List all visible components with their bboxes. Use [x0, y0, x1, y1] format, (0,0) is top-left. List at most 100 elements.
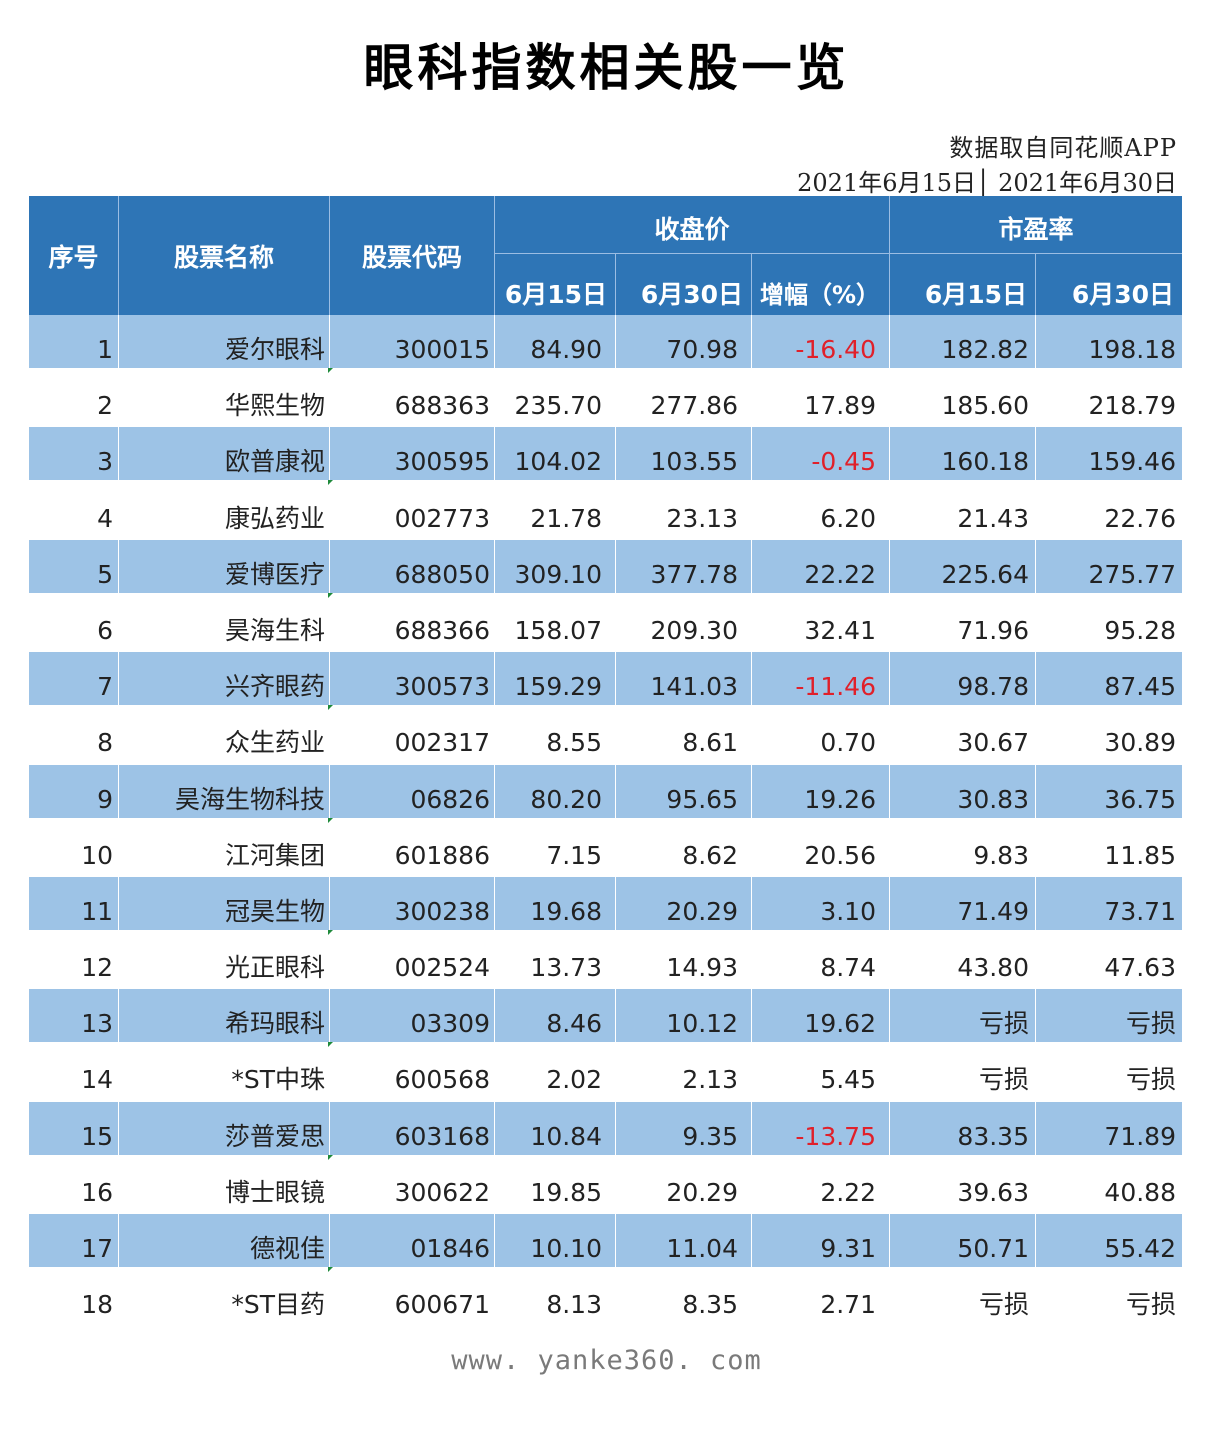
header-change: 增幅（%） [760, 281, 881, 309]
seq-cell: 18 [81, 1290, 113, 1320]
change-cell: 17.89 [804, 391, 876, 421]
close-d1-cell: 8.13 [546, 1290, 602, 1320]
seq-cell: 1 [97, 335, 113, 364]
code-cell: 600568 [394, 1065, 490, 1095]
column-divider [615, 876, 616, 930]
row-shading [29, 876, 1182, 930]
column-divider [615, 315, 616, 368]
name-cell: 希玛眼科 [224, 1009, 325, 1039]
header-close-d2: 6月30日 [640, 279, 743, 309]
table-row: 14 *ST中珠 600568 2.02 2.13 5.45 亏损 亏损 [29, 1045, 1182, 1101]
code-cell: 688366 [394, 615, 490, 645]
cell-flag-icon [328, 705, 333, 711]
cell-flag-icon [328, 592, 333, 598]
change-cell: 5.45 [820, 1065, 876, 1095]
pe-d2-cell: 40.88 [1104, 1177, 1176, 1207]
stock-table: 序号 股票名称 股票代码 收盘价 市盈率 6月15日 6月30日 增幅（%） 6… [29, 196, 1182, 1326]
close-d1-cell: 7.15 [546, 840, 602, 870]
column-divider [118, 1214, 119, 1267]
cell-flag-icon [328, 1267, 333, 1272]
column-divider [751, 764, 752, 818]
code-cell: 300595 [394, 447, 490, 477]
pe-d2-cell: 218.79 [1088, 391, 1176, 421]
row-shading [29, 989, 1182, 1043]
close-d1-cell: 159.29 [514, 672, 602, 702]
pe-d1-cell: 50.71 [957, 1234, 1029, 1263]
table-row: 9 昊海生物科技 06826 80.20 95.65 19.26 30.83 36.75 [29, 764, 1182, 823]
cell-flag-icon [328, 480, 333, 486]
column-divider [615, 539, 616, 593]
header-divider [495, 253, 1182, 254]
pe-d1-cell: 21.43 [957, 503, 1029, 533]
row-shading [29, 539, 1182, 593]
table-row: 6 昊海生科 688366 158.07 209.30 32.41 71.96 95.28 [29, 596, 1182, 652]
column-divider [615, 427, 616, 481]
column-divider [615, 1214, 616, 1267]
close-d2-cell: 8.35 [682, 1290, 738, 1320]
close-d1-cell: 13.73 [530, 953, 602, 983]
code-cell: 300573 [394, 672, 490, 702]
pe-d1-cell: 30.67 [957, 728, 1029, 758]
column-divider [494, 876, 495, 930]
pe-d1-cell: 39.63 [957, 1177, 1029, 1207]
table-row: 11 冠昊生物 300238 19.68 20.29 3.10 71.49 73.71 [29, 876, 1182, 935]
column-divider [494, 989, 495, 1043]
header-name: 股票名称 [173, 242, 274, 272]
table-header: 序号 股票名称 股票代码 收盘价 市盈率 6月15日 6月30日 增幅（%） 6… [29, 196, 1182, 315]
close-d2-cell: 20.29 [666, 896, 738, 926]
table-row: 8 众生药业 002317 8.55 8.61 0.70 30.67 30.89 [29, 708, 1182, 764]
pe-d2-cell: 36.75 [1104, 784, 1176, 814]
pe-d2-cell: 22.76 [1104, 503, 1176, 533]
column-divider [751, 539, 752, 593]
column-divider [118, 652, 119, 706]
column-divider [889, 1101, 890, 1155]
code-cell: 688050 [394, 559, 490, 589]
header-close-group: 收盘价 [654, 214, 730, 244]
website-watermark: www. yanke360. com [451, 1345, 762, 1376]
row-shading [29, 1101, 1182, 1155]
table-row: 15 莎普爱思 603168 10.84 9.35 -13.75 83.35 71.89 [29, 1101, 1182, 1160]
table-row: 13 希玛眼科 03309 8.46 10.12 19.62 亏损 亏损 [29, 989, 1182, 1048]
close-d2-cell: 377.78 [650, 559, 738, 589]
code-cell: 600671 [394, 1290, 490, 1320]
column-divider [889, 764, 890, 818]
close-d1-cell: 8.55 [546, 728, 602, 758]
column-divider [751, 1214, 752, 1267]
row-shading [29, 764, 1182, 818]
name-cell: 爱博医疗 [224, 559, 325, 589]
pe-d1-cell: 225.64 [941, 559, 1029, 589]
name-cell: 博士眼镜 [224, 1177, 325, 1207]
close-d1-cell: 235.70 [514, 391, 602, 421]
page-title: 眼科指数相关股一览 [363, 38, 850, 97]
seq-cell: 5 [97, 559, 113, 589]
code-cell: 300622 [394, 1177, 490, 1207]
pe-d2-cell: 73.71 [1104, 896, 1176, 926]
code-cell: 01846 [410, 1234, 490, 1263]
column-divider [329, 539, 330, 593]
column-divider [118, 989, 119, 1043]
close-d2-cell: 277.86 [650, 391, 738, 421]
header-divider [1035, 254, 1036, 315]
header-divider [118, 196, 119, 315]
table-row: 3 欧普康视 300595 104.02 103.55 -0.45 160.18 159.46 [29, 427, 1182, 486]
close-d1-cell: 104.02 [514, 447, 602, 477]
column-divider [615, 989, 616, 1043]
name-cell: 光正眼科 [224, 953, 325, 983]
name-cell: *ST目药 [231, 1290, 325, 1320]
table-row: 16 博士眼镜 300622 19.85 20.29 2.22 39.63 40.88 [29, 1158, 1182, 1214]
pe-d2-cell: 95.28 [1104, 615, 1176, 645]
column-divider [889, 652, 890, 706]
seq-cell: 12 [81, 953, 113, 983]
column-divider [1035, 989, 1036, 1043]
change-cell: 8.74 [820, 953, 876, 983]
table-row: 17 德视佳 01846 10.10 11.04 9.31 50.71 55.42 [29, 1214, 1182, 1272]
column-divider [615, 652, 616, 706]
pe-d2-cell: 55.42 [1104, 1234, 1176, 1263]
close-d2-cell: 2.13 [682, 1065, 738, 1095]
pe-d2-cell: 亏损 [1125, 1009, 1176, 1039]
code-cell: 300238 [394, 896, 490, 926]
table-row: 10 江河集团 601886 7.15 8.62 20.56 9.83 11.85 [29, 821, 1182, 877]
close-d1-cell: 10.84 [530, 1121, 602, 1151]
pe-d1-cell: 160.18 [941, 447, 1029, 477]
column-divider [329, 876, 330, 930]
